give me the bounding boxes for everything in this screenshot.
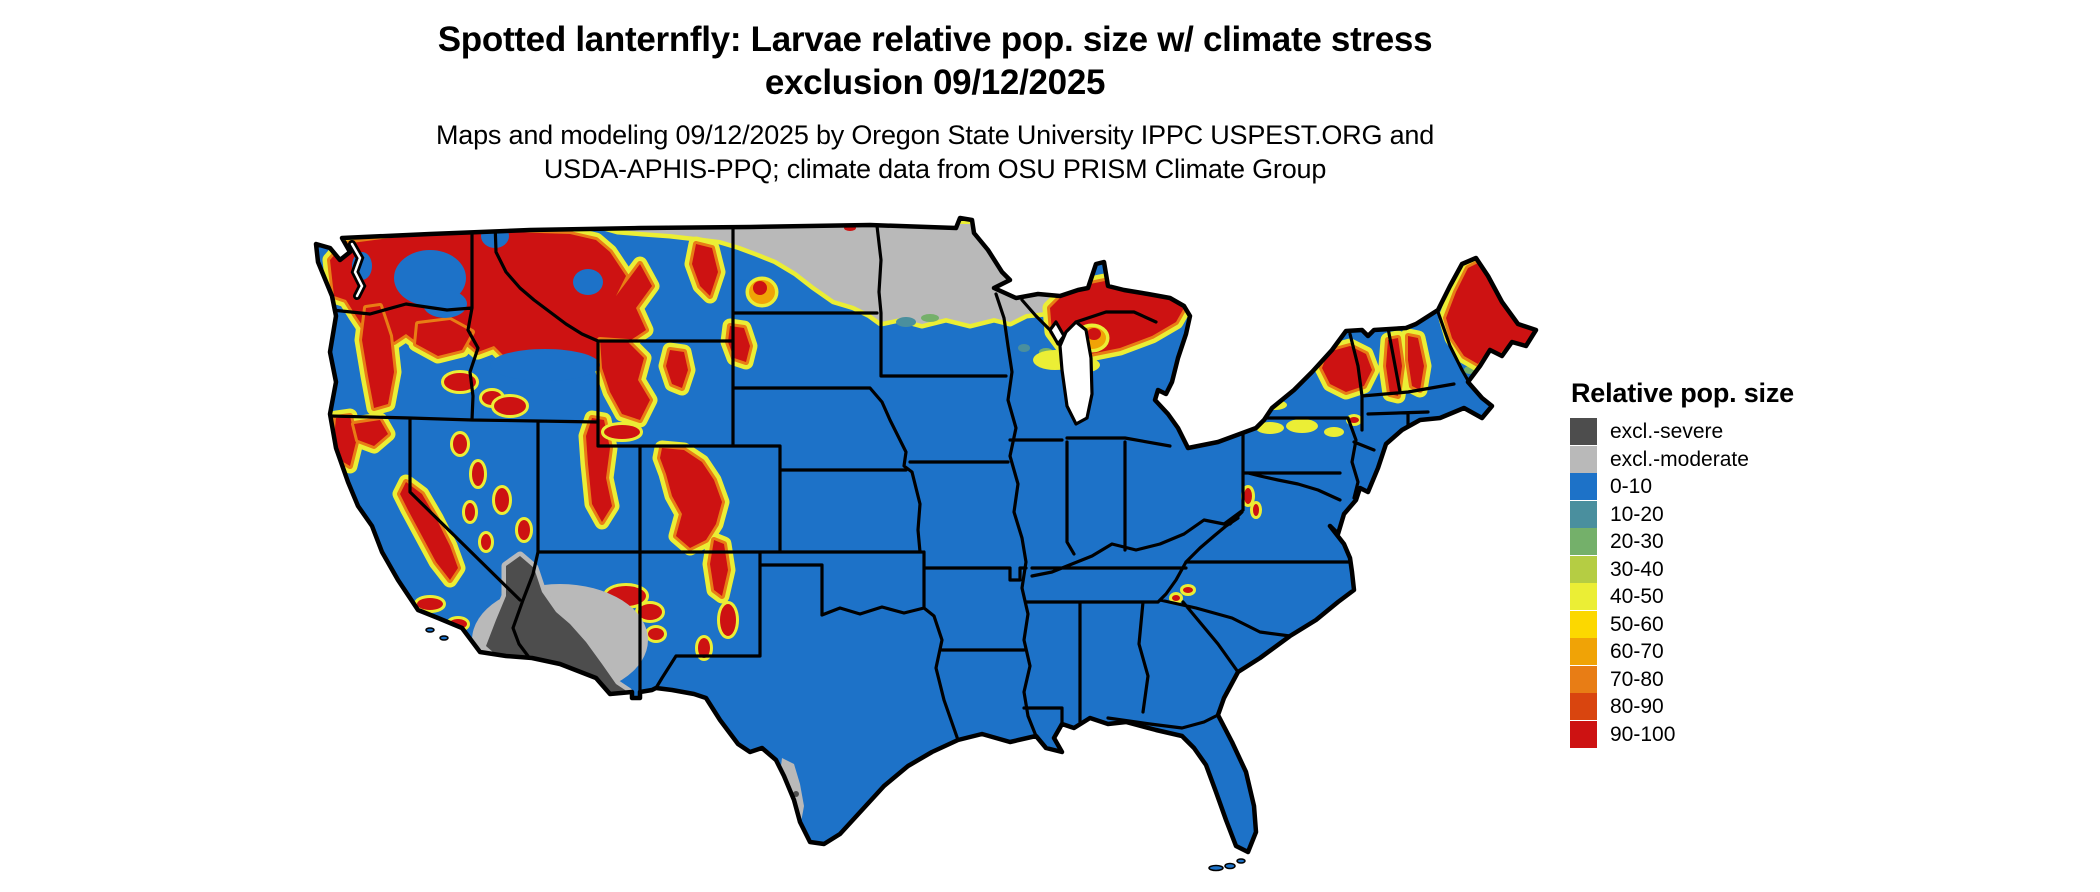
superior-shore-red	[1001, 258, 1019, 266]
fringe-green-patch	[921, 314, 939, 322]
scattered-red-spots	[414, 370, 1362, 661]
legend-swatch	[1570, 445, 1597, 473]
legend-swatch	[1570, 528, 1597, 556]
legend-label: 90-100	[1610, 722, 1676, 746]
legend-item: 90-100	[1570, 720, 1880, 749]
legend-label: 70-80	[1610, 667, 1664, 691]
new-hampshire-red	[1408, 336, 1424, 390]
legend-label: excl.-moderate	[1610, 447, 1749, 471]
map-legend: Relative pop. size excl.-severe excl.-mo…	[1570, 378, 1880, 748]
chart-title-line2: exclusion 09/12/2025	[764, 63, 1106, 102]
legend-item: 0-10	[1570, 473, 1880, 501]
legend-swatch	[1570, 665, 1597, 693]
legend-label: 50-60	[1610, 612, 1664, 636]
florida-keys	[1236, 858, 1246, 864]
legend-swatch	[1570, 693, 1597, 721]
lower-michigan-red-core	[1087, 328, 1101, 340]
chart-subtitle: Maps and modeling 09/12/2025 by Oregon S…	[335, 118, 1535, 186]
legend-item: 30-40	[1570, 555, 1880, 584]
channel-islands	[425, 627, 435, 633]
black-hills-red	[728, 326, 750, 362]
us-map-svg	[313, 215, 1539, 872]
sangre-de-cristo-red	[710, 540, 728, 596]
legend-item: excl.-moderate	[1570, 445, 1880, 474]
us-map	[310, 200, 1560, 892]
legend-swatch	[1570, 418, 1597, 446]
legend-label: 10-20	[1610, 502, 1664, 526]
legend-item: 20-30	[1570, 528, 1880, 556]
pennsylvania-yellow-patch	[1286, 419, 1318, 433]
legend-swatch	[1570, 500, 1597, 528]
legend-swatch	[1570, 638, 1597, 666]
blue-mountains-red	[416, 320, 472, 356]
klamath-red	[354, 420, 388, 446]
legend-swatch	[1570, 610, 1597, 638]
legend-label: 40-50	[1610, 585, 1664, 609]
legend-item: 80-90	[1570, 693, 1880, 721]
bighorn-red	[666, 350, 688, 388]
florida-keys	[1224, 862, 1236, 870]
state-borders	[328, 220, 1472, 742]
legend-label: excl.-severe	[1610, 420, 1724, 444]
legend-swatch	[1570, 555, 1597, 583]
legend-label: 20-30	[1610, 530, 1664, 554]
pennsylvania-yellow-patch	[1256, 422, 1284, 434]
legend-item: 10-20	[1570, 500, 1880, 529]
channel-islands	[439, 635, 449, 641]
legend-swatch	[1570, 583, 1597, 611]
legend-label: 0-10	[1610, 475, 1653, 499]
superior-shore-red	[1025, 251, 1039, 257]
north-dakota-red-core	[753, 281, 767, 295]
legend-label: 60-70	[1610, 640, 1664, 664]
green-bay	[1048, 320, 1066, 346]
legend-title: Relative pop. size	[1571, 378, 1794, 408]
blue-valley-holes	[352, 224, 603, 381]
florida-keys	[1208, 864, 1224, 872]
lake-michigan	[1058, 320, 1094, 426]
legend-swatch	[1570, 473, 1597, 501]
chart-subtitle-line2: USDA-APHIS-PPQ; climate data from OSU PR…	[543, 154, 1327, 184]
legend-item: 60-70	[1570, 638, 1880, 666]
new-york-yellow-patch	[1324, 427, 1344, 437]
puget-sound-water	[350, 242, 364, 298]
legend-label: 80-90	[1610, 695, 1664, 719]
chart-subtitle-line1: Maps and modeling 09/12/2025 by Oregon S…	[435, 120, 1435, 150]
chart-title-line1: Spotted lanternfly: Larvae relative pop.…	[437, 20, 1433, 59]
us-outline	[313, 215, 1539, 855]
fringe-teal-patch	[1018, 344, 1030, 352]
legend-item: 50-60	[1570, 610, 1880, 639]
chart-title: Spotted lanternfly: Larvae relative pop.…	[335, 18, 1535, 104]
legend-swatch	[1570, 720, 1597, 748]
legend-items: excl.-severe excl.-moderate 0-10 10-20 2…	[1570, 418, 1880, 748]
legend-item: 40-50	[1570, 583, 1880, 611]
legend-item: excl.-severe	[1570, 418, 1880, 446]
legend-item: 70-80	[1570, 665, 1880, 694]
legend-label: 30-40	[1610, 557, 1664, 581]
fringe-teal-patch	[896, 317, 916, 327]
